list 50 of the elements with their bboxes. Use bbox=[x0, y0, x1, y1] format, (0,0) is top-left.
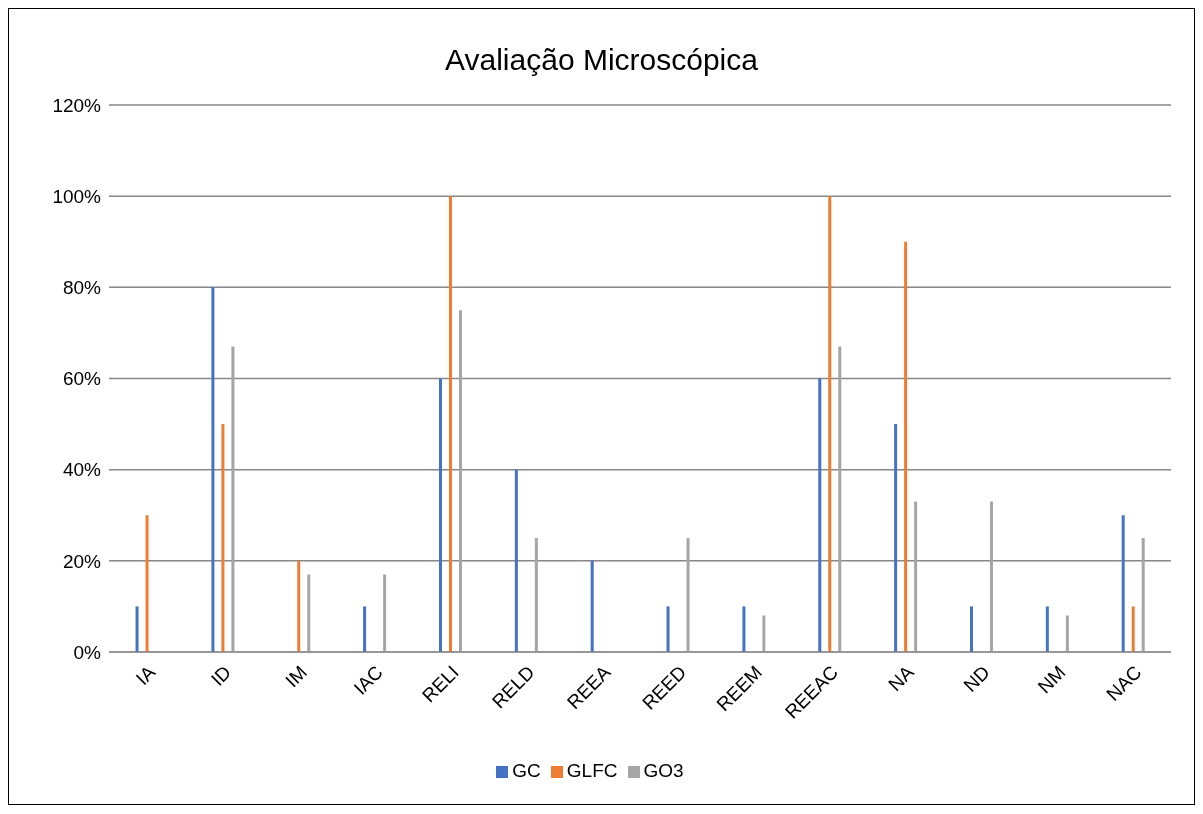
bar bbox=[818, 378, 822, 652]
legend-label: GO3 bbox=[643, 760, 684, 781]
bar bbox=[145, 515, 149, 652]
bar bbox=[135, 606, 139, 652]
x-tick-label: IM bbox=[281, 661, 312, 692]
bar bbox=[742, 606, 746, 652]
y-tick-label: 60% bbox=[62, 368, 102, 390]
bar bbox=[297, 560, 301, 652]
legend-label: GC bbox=[512, 760, 541, 781]
y-tick-label: 80% bbox=[62, 277, 102, 299]
bar bbox=[458, 310, 462, 652]
bar bbox=[989, 501, 993, 652]
bar bbox=[914, 501, 918, 652]
bar bbox=[894, 424, 898, 652]
x-tick-label: NM bbox=[1033, 661, 1070, 698]
bar bbox=[363, 606, 367, 652]
bar bbox=[686, 538, 690, 652]
bar bbox=[534, 538, 538, 652]
bar bbox=[383, 574, 387, 652]
bar bbox=[1045, 606, 1049, 652]
chart-title: Avaliação Microscópica bbox=[444, 43, 759, 78]
bar bbox=[969, 606, 973, 652]
legend-label: GLFC bbox=[566, 760, 618, 781]
bar bbox=[231, 346, 235, 652]
bar bbox=[1141, 538, 1145, 652]
bar bbox=[666, 606, 670, 652]
y-tick-label: 0% bbox=[73, 641, 102, 663]
bar bbox=[590, 560, 594, 652]
y-tick-label: 20% bbox=[62, 550, 102, 572]
bar bbox=[221, 424, 225, 652]
bar bbox=[307, 574, 311, 652]
bar bbox=[438, 378, 442, 652]
y-tick-label: 120% bbox=[52, 94, 102, 116]
bar bbox=[762, 615, 766, 652]
bar bbox=[514, 469, 518, 652]
y-tick-label: 100% bbox=[52, 185, 102, 207]
x-tick-label: ID bbox=[206, 661, 236, 690]
x-tick-label: NA bbox=[884, 661, 919, 696]
bar bbox=[828, 196, 832, 652]
y-tick-label: 40% bbox=[62, 459, 102, 481]
x-tick-label: IA bbox=[131, 661, 160, 690]
x-tick-label: IAC bbox=[349, 661, 387, 699]
bar bbox=[211, 287, 215, 652]
bar bbox=[1121, 515, 1125, 652]
bar bbox=[448, 196, 452, 652]
bar bbox=[1065, 615, 1069, 652]
x-tick-label: ND bbox=[959, 661, 994, 696]
bar bbox=[838, 346, 842, 652]
bar bbox=[904, 241, 908, 652]
bar bbox=[1131, 606, 1135, 652]
